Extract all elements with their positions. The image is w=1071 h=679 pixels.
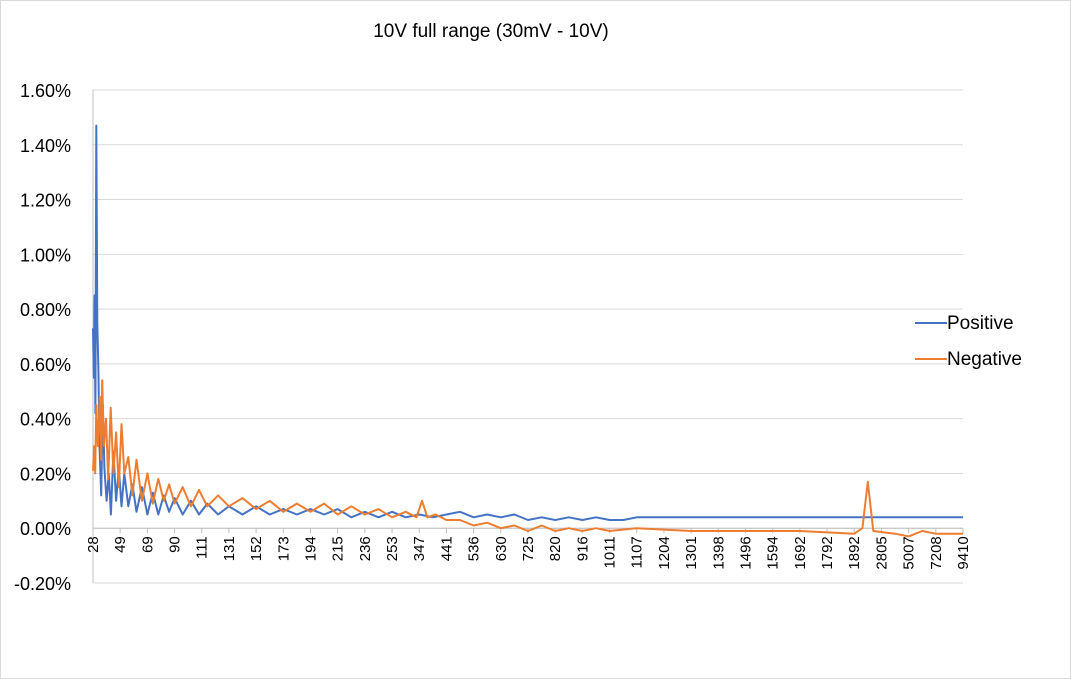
x-tick-label: 630 <box>493 536 510 561</box>
x-tick-label: 1204 <box>656 536 673 569</box>
x-tick-label: 1594 <box>765 536 782 569</box>
x-tick-label: 347 <box>411 536 428 561</box>
y-tick-label: 0.80% <box>20 300 71 320</box>
legend-label-positive: Positive <box>947 313 1014 334</box>
x-tick-label: 1892 <box>846 536 863 569</box>
x-tick-label: 820 <box>547 536 564 561</box>
y-tick-label: 0.00% <box>20 519 71 539</box>
x-tick-label: 916 <box>574 536 591 561</box>
x-tick-label: 9410 <box>955 536 972 569</box>
x-tick-label: 49 <box>112 536 129 553</box>
x-axis-ticks: 28 49 69 90 111 131 152 173 194 215 236 253 347 441 53… <box>85 528 972 570</box>
x-tick-label: 111 <box>194 536 211 559</box>
y-tick-label: 1.20% <box>20 191 71 211</box>
x-tick-label: 1301 <box>683 536 700 569</box>
x-tick-label: 1692 <box>792 536 809 569</box>
y-tick-label: 0.20% <box>20 464 71 484</box>
x-tick-label: 725 <box>520 536 537 561</box>
x-tick-label: 1398 <box>710 536 727 569</box>
legend-label-negative: Negative <box>947 349 1022 370</box>
x-tick-label: 173 <box>275 536 292 561</box>
x-tick-label: 253 <box>384 536 401 561</box>
x-tick-label: 441 <box>438 536 455 561</box>
series-lines <box>92 124 963 538</box>
y-tick-label: 0.40% <box>20 410 71 430</box>
x-tick-label: 152 <box>248 536 265 561</box>
x-tick-label: 1011 <box>602 536 619 568</box>
legend: Positive Negative <box>915 313 1022 370</box>
axes <box>92 90 963 583</box>
x-tick-label: 236 <box>357 536 374 561</box>
x-tick-label: 2805 <box>873 536 890 569</box>
x-tick-label: 7208 <box>928 536 945 569</box>
x-tick-label: 1107 <box>629 536 646 568</box>
series-line-negative <box>92 379 963 538</box>
x-tick-label: 215 <box>330 536 347 561</box>
y-tick-label: 1.60% <box>20 81 71 101</box>
series-line-positive <box>92 124 963 521</box>
chart-title: 10V full range (30mV - 10V) <box>373 21 609 42</box>
x-tick-label: 194 <box>303 536 320 561</box>
y-tick-label: 1.40% <box>20 136 71 156</box>
x-tick-label: 28 <box>85 536 102 553</box>
y-tick-label: 1.00% <box>20 245 71 265</box>
x-tick-label: 90 <box>167 536 184 553</box>
x-tick-label: 536 <box>466 536 483 561</box>
y-tick-label: -0.20% <box>14 574 71 594</box>
y-axis-ticks: -0.20% 0.00% 0.20% 0.40% 0.60% 0.80% 1.00% 1.20… <box>14 81 71 594</box>
x-tick-label: 1496 <box>738 536 755 569</box>
y-tick-label: 0.60% <box>20 355 71 375</box>
x-tick-label: 1792 <box>819 536 836 569</box>
x-tick-label: 5007 <box>901 536 918 569</box>
gridlines <box>93 89 963 584</box>
x-tick-label: 131 <box>221 536 238 561</box>
x-tick-label: 69 <box>139 536 156 553</box>
